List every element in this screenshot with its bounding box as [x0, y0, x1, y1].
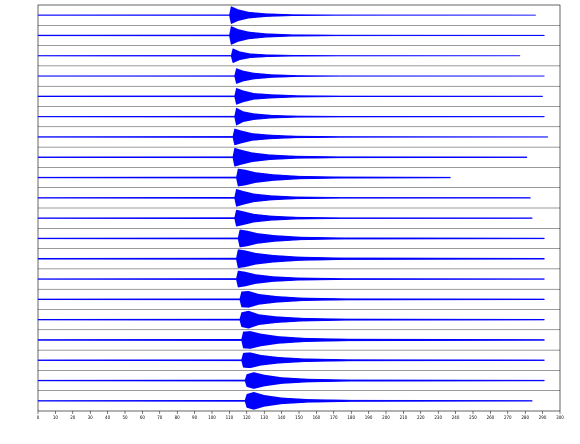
x-tick-label: 140: [278, 415, 286, 420]
x-tick-label: 220: [417, 415, 425, 420]
x-tick-label: 150: [295, 415, 303, 420]
waveform-envelope: [37, 331, 545, 349]
x-tick-label: 50: [122, 415, 128, 420]
x-tick-label: 120: [243, 415, 251, 420]
waveform-envelope: [37, 290, 545, 308]
x-tick-label: 110: [226, 415, 234, 420]
waveform-envelope: [37, 107, 545, 126]
x-tick-label: 80: [175, 415, 181, 420]
x-tick-label: 230: [434, 415, 442, 420]
x-tick-label: 100: [208, 415, 216, 420]
x-tick-label: 10: [53, 415, 59, 420]
x-tick-label: 190: [365, 415, 373, 420]
x-tick-label: 30: [88, 415, 94, 420]
waveform-envelope: [37, 188, 531, 207]
waveform-envelope: [37, 372, 545, 389]
x-tick-label: 160: [313, 415, 321, 420]
x-tick-label: 210: [400, 415, 408, 420]
x-tick-label: 130: [260, 415, 268, 420]
waveform-envelope: [37, 310, 545, 329]
x-tick-label: 90: [192, 415, 198, 420]
x-tick-label: 250: [469, 415, 477, 420]
waveform-envelope: [37, 128, 549, 146]
waveform-envelope: [37, 6, 536, 25]
waveform-envelope: [37, 270, 545, 288]
x-tick-label: 290: [539, 415, 547, 420]
x-tick-label: 280: [521, 415, 529, 420]
x-tick-label: 260: [487, 415, 495, 420]
x-tick-label: 60: [140, 415, 146, 420]
waveform-envelope: [37, 87, 543, 105]
x-tick-label: 270: [504, 415, 512, 420]
waveform-envelope: [37, 391, 533, 410]
waveform-envelope: [37, 352, 545, 369]
x-tick-label: 0: [37, 415, 40, 420]
x-tick-label: 20: [70, 415, 76, 420]
x-tick-label: 70: [157, 415, 163, 420]
waveform-envelope: [37, 48, 521, 64]
x-tick-label: 300: [556, 415, 564, 420]
x-tick-label: 40: [105, 415, 111, 420]
waveform-envelope: [37, 168, 451, 187]
x-tick-label: 240: [452, 415, 460, 420]
x-tick-label: 200: [382, 415, 390, 420]
x-tick-label: 180: [347, 415, 355, 420]
waveform-envelope: [37, 229, 545, 248]
waveform-envelope: [37, 249, 545, 269]
waveform-envelope: [37, 209, 533, 227]
waveform-envelope: [37, 68, 545, 84]
waveform-envelope: [37, 147, 528, 167]
waveform-envelope: [37, 26, 545, 45]
x-tick-label: 170: [330, 415, 338, 420]
